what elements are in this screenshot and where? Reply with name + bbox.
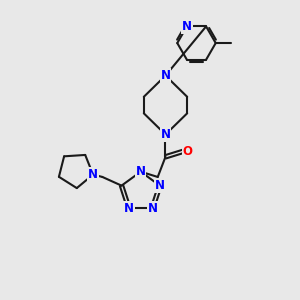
Text: N: N [136,165,146,178]
Text: N: N [160,128,170,141]
Text: N: N [182,20,192,33]
Text: N: N [88,168,98,181]
Text: O: O [182,145,193,158]
Text: N: N [155,179,165,192]
Text: N: N [148,202,158,214]
Text: N: N [160,69,170,82]
Text: N: N [124,202,134,214]
